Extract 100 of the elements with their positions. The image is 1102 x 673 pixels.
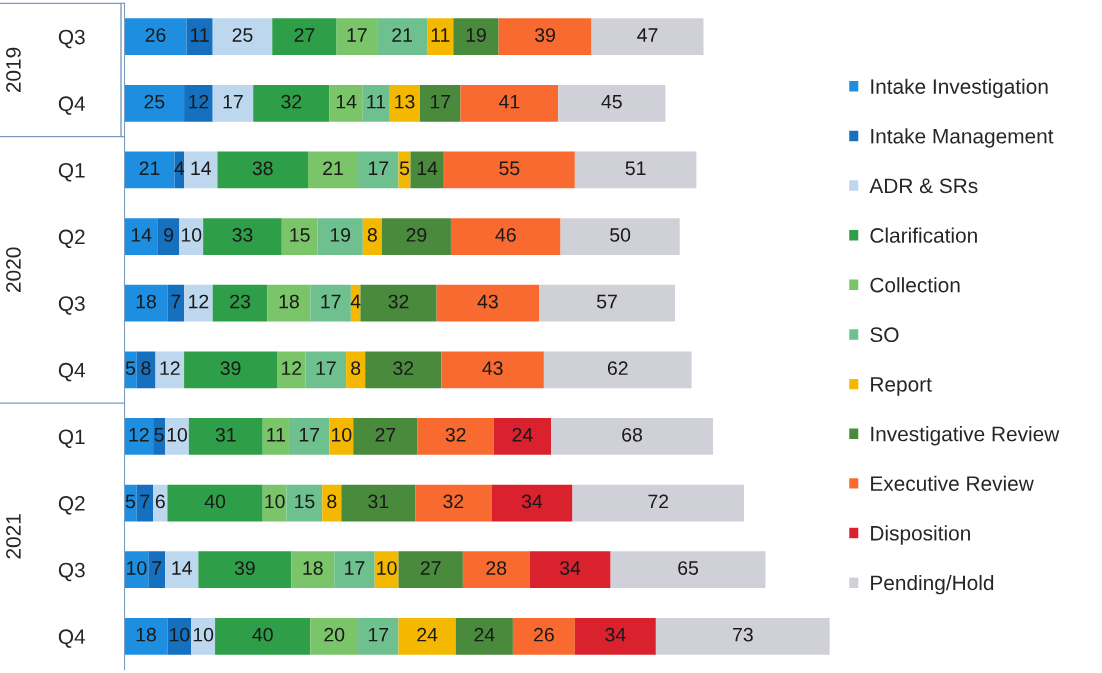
bar xyxy=(124,218,158,255)
bar xyxy=(124,18,187,55)
data-label: 38 xyxy=(252,161,273,176)
data-label: 28 xyxy=(486,561,507,575)
data-label: 34 xyxy=(521,494,543,509)
bar xyxy=(148,551,166,589)
data-label: 12 xyxy=(189,294,209,309)
data-label: 40 xyxy=(252,627,273,642)
bar xyxy=(436,284,540,322)
data-label: 12 xyxy=(281,361,302,375)
legend-label: Disposition xyxy=(871,525,970,545)
bar xyxy=(188,418,263,455)
bar xyxy=(572,484,745,522)
data-label: 17 xyxy=(316,361,336,375)
data-label: 10 xyxy=(127,561,147,575)
y-tick-label: Q3 xyxy=(58,562,85,582)
bar xyxy=(262,418,289,455)
data-label: 11 xyxy=(190,28,209,42)
data-label: 43 xyxy=(482,361,503,376)
data-label: 5 xyxy=(125,494,136,509)
bar xyxy=(167,284,185,322)
y-tick-label: Q4 xyxy=(58,96,86,115)
bar xyxy=(310,284,351,322)
data-label: 23 xyxy=(230,294,251,309)
bar xyxy=(560,218,680,255)
bar xyxy=(291,551,335,589)
legend-label: Report xyxy=(871,377,932,396)
data-label: 24 xyxy=(417,627,438,642)
data-label: 27 xyxy=(420,561,441,575)
y-tick-label: Q3 xyxy=(58,296,85,315)
data-label: 17 xyxy=(299,428,320,442)
bar xyxy=(262,484,287,522)
data-label: 32 xyxy=(445,427,466,442)
data-label: 32 xyxy=(388,294,409,309)
data-label: 24 xyxy=(474,627,495,642)
bar xyxy=(610,551,766,589)
bar xyxy=(179,218,204,255)
data-label: 9 xyxy=(164,228,174,242)
legend-label: Intake Management xyxy=(871,128,1054,148)
data-label: 47 xyxy=(637,28,658,42)
y-tick-label: Q1 xyxy=(58,162,85,182)
data-label: 17 xyxy=(368,161,389,175)
bar xyxy=(329,418,354,455)
bar xyxy=(381,218,451,255)
text: 2021 xyxy=(6,514,21,559)
bar xyxy=(155,351,185,389)
data-label: 8 xyxy=(351,361,361,376)
bar xyxy=(212,284,268,322)
bar xyxy=(184,351,278,389)
legend-label: Investigative Review xyxy=(871,426,1060,446)
data-label: 62 xyxy=(607,361,628,376)
data-label: 17 xyxy=(368,627,389,642)
bar xyxy=(167,484,263,522)
legend-label: Executive Review xyxy=(871,475,1034,491)
bar xyxy=(362,84,390,122)
data-label: 32 xyxy=(281,94,302,109)
data-label: 40 xyxy=(204,494,226,509)
data-label: 29 xyxy=(406,228,427,242)
bar xyxy=(124,618,168,655)
bar xyxy=(441,351,544,389)
bar xyxy=(341,484,416,522)
data-label: 26 xyxy=(534,627,554,642)
data-label: 17 xyxy=(345,561,365,575)
data-label: 17 xyxy=(321,294,341,309)
bar xyxy=(353,418,418,455)
data-label: 5 xyxy=(154,428,164,442)
bar xyxy=(124,84,185,122)
data-label: 27 xyxy=(294,28,315,42)
data-label: 14 xyxy=(172,561,192,575)
bar xyxy=(415,484,492,522)
bar xyxy=(217,151,308,189)
data-label: 73 xyxy=(733,627,753,642)
bar xyxy=(365,351,442,389)
data-label: 19 xyxy=(330,228,351,242)
bar xyxy=(491,484,573,522)
bar xyxy=(493,418,552,455)
data-label: 15 xyxy=(295,494,315,509)
bar xyxy=(136,484,154,522)
y-tick-label: Q4 xyxy=(58,629,86,648)
bar xyxy=(529,551,611,589)
data-label: 12 xyxy=(189,94,209,109)
bar xyxy=(455,618,513,655)
data-label: 11 xyxy=(267,428,285,442)
data-label: 17 xyxy=(430,94,451,109)
data-label: 21 xyxy=(392,28,412,42)
bar xyxy=(329,84,363,122)
data-label: 55 xyxy=(499,161,520,176)
data-label: 7 xyxy=(152,561,162,575)
data-label: 8 xyxy=(327,494,337,509)
bar xyxy=(450,218,561,255)
y-tick-label: Q2 xyxy=(58,229,85,249)
bar xyxy=(136,351,156,389)
bar xyxy=(305,351,347,389)
data-label: 17 xyxy=(223,94,243,109)
bar xyxy=(453,18,499,55)
data-label: 72 xyxy=(648,494,669,509)
bar xyxy=(184,84,213,122)
bar xyxy=(462,551,530,589)
data-label: 13 xyxy=(395,94,415,109)
text: 2020 xyxy=(6,247,21,292)
